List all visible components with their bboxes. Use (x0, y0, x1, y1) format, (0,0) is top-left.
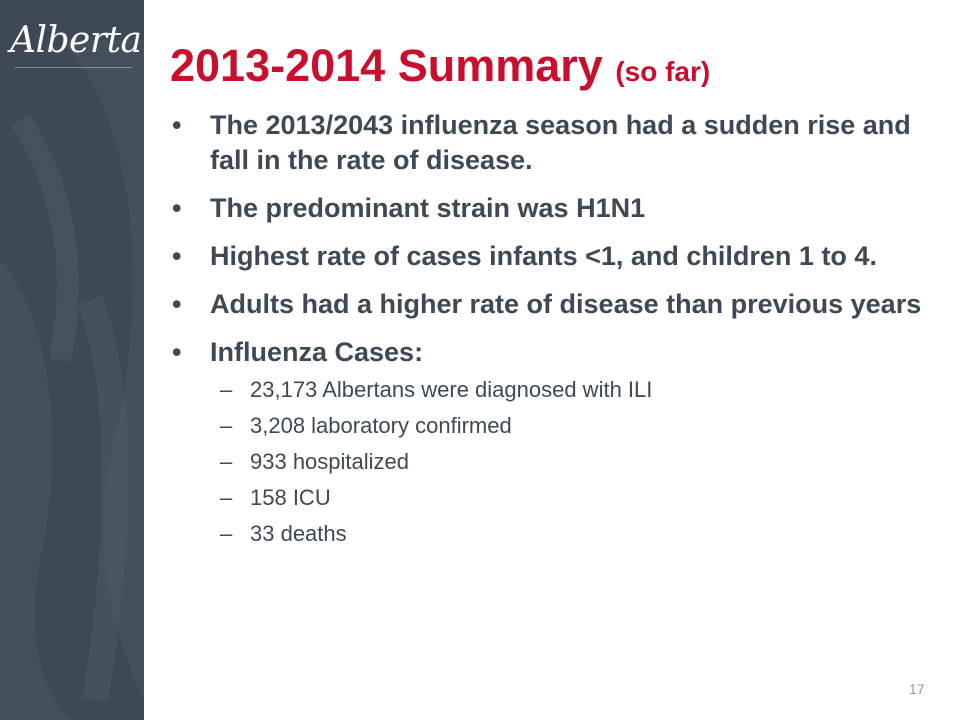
dash-symbol: – (220, 377, 233, 402)
sub-item-text: 3,208 laboratory confirmed (250, 413, 512, 438)
bullet-item: • Highest rate of cases infants <1, and … (170, 239, 940, 274)
sub-item-text: 33 deaths (250, 521, 347, 546)
bullet-symbol: • (172, 110, 182, 140)
bullet-symbol: • (172, 289, 182, 319)
bullet-text: Adults had a higher rate of disease than… (210, 289, 922, 319)
sub-item: – 23,173 Albertans were diagnosed with I… (194, 377, 924, 403)
dash-symbol: – (220, 413, 233, 438)
slide-title: 2013-2014 Summary (so far) (170, 40, 710, 92)
sub-item: – 158 ICU (194, 485, 924, 511)
logo-underline (14, 67, 132, 68)
slide-title-main: 2013-2014 Summary (170, 40, 603, 91)
alberta-logo: Alberta (10, 20, 142, 61)
bullet-item: • Influenza Cases: – 23,173 Albertans we… (170, 335, 940, 547)
bullet-list: • The 2013/2043 influenza season had a s… (170, 108, 940, 560)
sub-item: – 33 deaths (194, 521, 924, 547)
bullet-symbol: • (172, 193, 182, 223)
slide-title-suffix: (so far) (615, 56, 711, 87)
sub-item-text: 158 ICU (250, 485, 331, 510)
sidebar-watermark-graphic (0, 40, 144, 720)
dash-symbol: – (220, 485, 233, 510)
sub-item: – 933 hospitalized (194, 449, 924, 475)
sub-item: – 3,208 laboratory confirmed (194, 413, 924, 439)
sub-item-text: 933 hospitalized (250, 449, 410, 474)
sub-item-list: – 23,173 Albertans were diagnosed with I… (210, 377, 940, 547)
dash-symbol: – (220, 521, 233, 546)
bullet-text: Influenza Cases: (210, 337, 424, 367)
bullet-symbol: • (172, 241, 182, 271)
dash-symbol: – (220, 449, 233, 474)
bullet-item: • The predominant strain was H1N1 (170, 191, 940, 226)
sidebar: Alberta (0, 0, 144, 720)
sub-item-text: 23,173 Albertans were diagnosed with ILI (250, 377, 653, 402)
bullet-text: The predominant strain was H1N1 (210, 193, 646, 223)
bullet-symbol: • (172, 337, 182, 367)
bullet-item: • The 2013/2043 influenza season had a s… (170, 108, 940, 178)
bullet-text: The 2013/2043 influenza season had a sud… (210, 110, 911, 175)
page-number: 17 (909, 681, 925, 697)
bullet-text: Highest rate of cases infants <1, and ch… (210, 241, 877, 271)
bullet-item: • Adults had a higher rate of disease th… (170, 287, 940, 322)
